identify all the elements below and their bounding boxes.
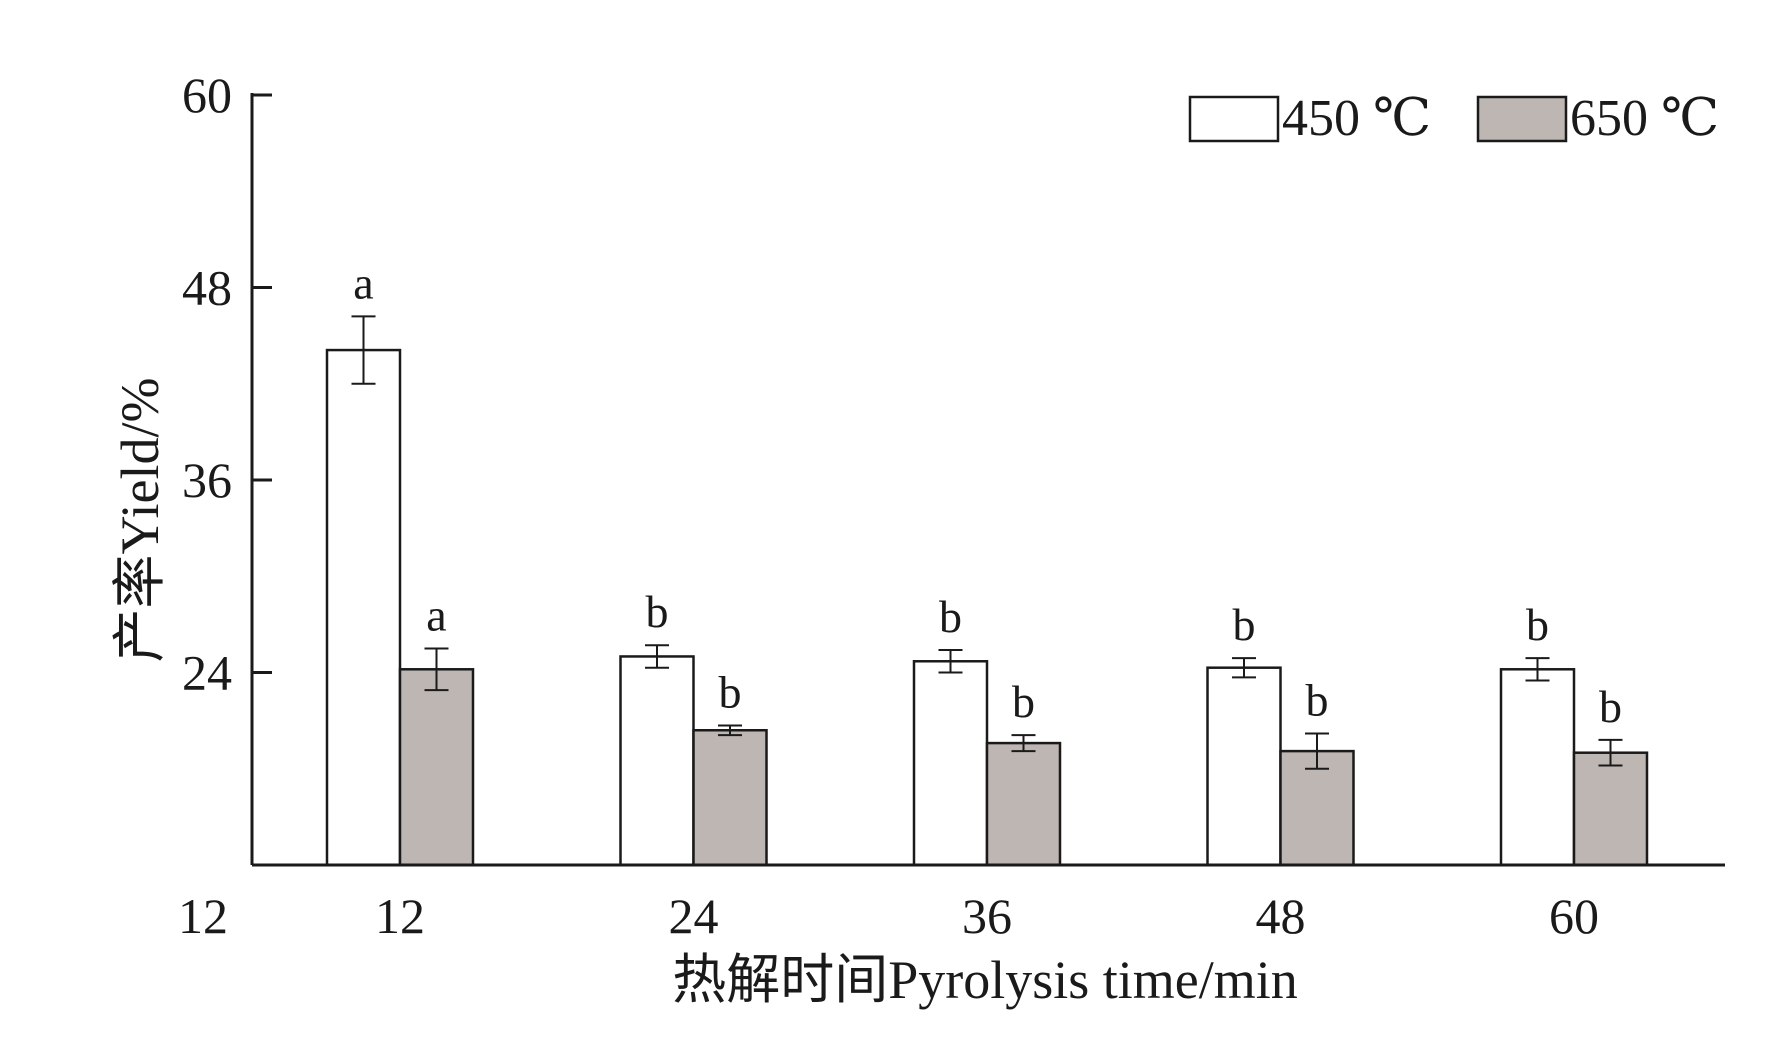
significance-letter: b — [939, 591, 962, 642]
significance-letter: b — [1599, 681, 1622, 732]
legend-swatch — [1188, 95, 1280, 143]
legend-label: 450 ℃ — [1282, 90, 1431, 147]
y-tick-label: 60 — [182, 67, 232, 123]
legend-label: 650 ℃ — [1570, 90, 1719, 147]
x-axis-ticks: 12 24 36 48 60 — [375, 888, 1599, 944]
x-tick-label: 36 — [962, 888, 1012, 944]
bar — [1206, 666, 1282, 867]
legend-swatch — [1476, 95, 1568, 143]
legend: 450 ℃ 650 ℃ — [1188, 90, 1719, 147]
y-tick-label: 48 — [182, 260, 232, 316]
significance-letter: b — [1526, 599, 1549, 650]
bar — [1499, 668, 1576, 867]
bar — [985, 741, 1062, 867]
x-tick-label: 48 — [1256, 888, 1306, 944]
significance-letter: a — [426, 589, 446, 640]
significance-letter: b — [719, 666, 742, 717]
y-origin-tick-label: 12 — [178, 888, 228, 944]
bar — [912, 660, 989, 867]
bar — [692, 729, 768, 867]
y-tick-label: 36 — [182, 452, 232, 508]
x-tick-label: 60 — [1549, 888, 1599, 944]
x-tick-label: 24 — [669, 888, 719, 944]
significance-letter: b — [646, 586, 669, 637]
bar — [325, 348, 402, 867]
y-axis-title: 产率Yield/% — [110, 378, 170, 663]
significance-letter: b — [1233, 599, 1256, 650]
x-axis-title: 热解时间Pyrolysis time/min — [672, 950, 1298, 1010]
y-tick-label: 24 — [182, 645, 232, 701]
bar — [619, 655, 695, 867]
significance-letter: b — [1012, 676, 1035, 727]
significance-letter: b — [1306, 674, 1329, 725]
bar — [398, 668, 475, 867]
bar — [1572, 751, 1649, 867]
x-tick-label: 12 — [375, 888, 425, 944]
y-axis-ticks: 60 48 36 24 — [182, 67, 272, 701]
significance-letter: a — [353, 257, 373, 308]
